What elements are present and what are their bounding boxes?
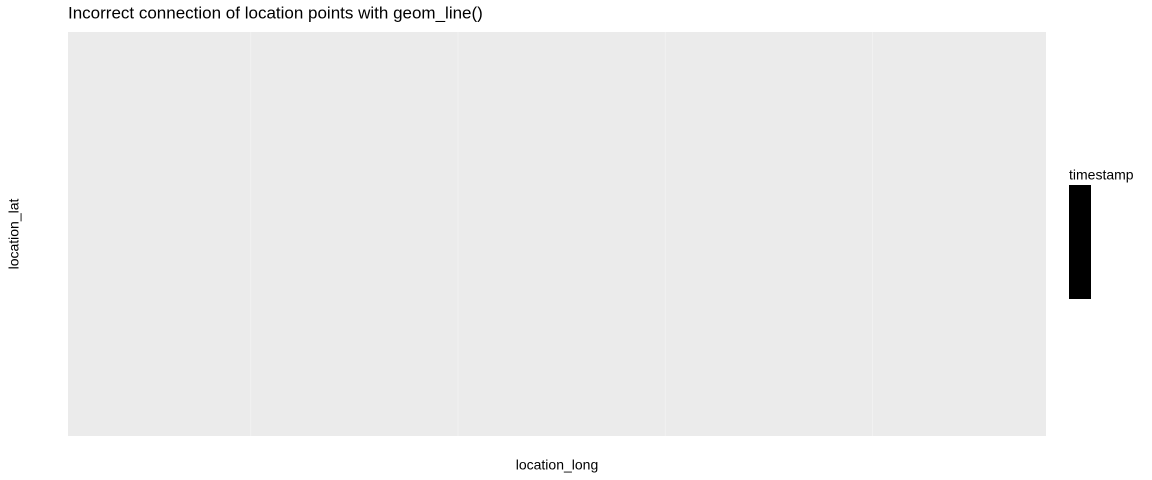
chart-title: Incorrect connection of location points … bbox=[68, 3, 483, 22]
y-axis-title: location_lat bbox=[6, 198, 22, 269]
colorbar bbox=[1069, 185, 1091, 299]
legend-title: timestamp bbox=[1069, 167, 1134, 183]
plot-panel bbox=[68, 32, 1046, 436]
x-axis-title: location_long bbox=[516, 457, 599, 473]
